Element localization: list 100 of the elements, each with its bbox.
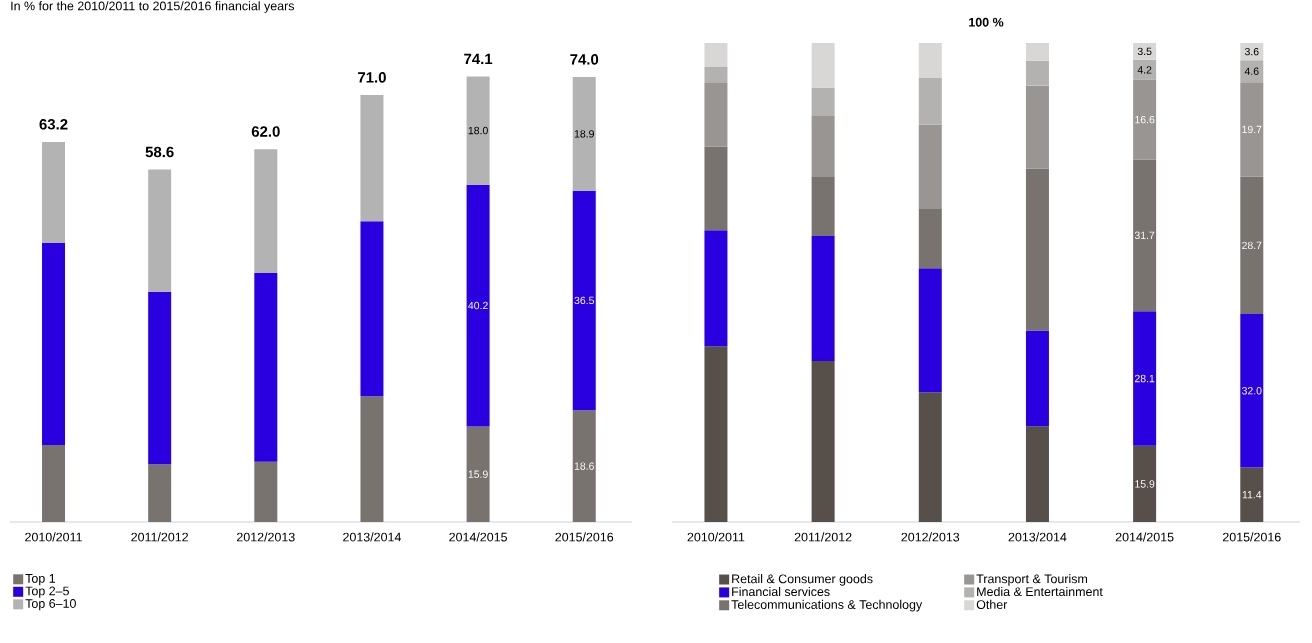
bar (254, 273, 278, 462)
bar (704, 82, 728, 147)
data-label: 15.9 (1135, 480, 1155, 488)
data-label: 32.0 (1242, 387, 1262, 395)
bar (254, 461, 278, 522)
bar (811, 176, 835, 237)
bar (360, 396, 384, 522)
bar (1133, 311, 1157, 446)
data-label: 18.9 (574, 130, 594, 138)
bar (1025, 43, 1049, 61)
data-label: 16.6 (1135, 115, 1155, 124)
legend-label: Top 6–10 (25, 599, 76, 611)
bar (1240, 467, 1264, 522)
data-label: 4.6 (1244, 67, 1259, 75)
bar (918, 268, 942, 393)
bar (704, 230, 728, 347)
data-label: 36.5 (574, 296, 594, 305)
bar (918, 77, 942, 125)
data-label: 18.0 (468, 126, 488, 135)
bar (1133, 159, 1157, 312)
legend-label: Media & Entertainment (977, 586, 1103, 597)
bar (1240, 43, 1264, 61)
data-label: 18.6 (574, 462, 594, 470)
legend-label: Top 1 (25, 574, 56, 586)
bar (466, 184, 490, 427)
bar (1240, 314, 1264, 468)
x-tick-label: 2012/2013 (901, 532, 960, 542)
bar (811, 43, 835, 88)
x-tick-label: 2015/2016 (555, 532, 614, 542)
legend-label: Financial services (732, 586, 830, 597)
data-label: 28.1 (1134, 374, 1155, 383)
x-tick-label: 2011/2012 (131, 532, 188, 542)
bar (42, 242, 66, 446)
total-label: 74.0 (570, 54, 599, 65)
legend-label: Retail & Consumer goods (732, 574, 873, 586)
data-label: 28.7 (1242, 241, 1262, 250)
x-tick-label: 2015/2016 (1222, 532, 1281, 542)
bar (148, 291, 172, 465)
bar (918, 43, 942, 78)
data-label: 31.7 (1134, 231, 1155, 240)
bar (1133, 445, 1157, 522)
bar (360, 95, 384, 222)
chart-title: 100 % (969, 17, 1004, 27)
bar (466, 426, 490, 522)
bar (1025, 330, 1049, 427)
data-label: 3.6 (1244, 47, 1259, 56)
bar (811, 236, 835, 362)
bar (1133, 43, 1157, 60)
bar (148, 464, 172, 522)
bar (1240, 82, 1264, 177)
bar (360, 221, 384, 397)
x-tick-label: 2013/2014 (343, 532, 402, 542)
bar (1025, 168, 1049, 331)
bar (811, 361, 835, 522)
bar (918, 392, 942, 522)
bar (811, 115, 835, 177)
bar (148, 169, 172, 292)
bar (1133, 59, 1157, 80)
legend-label: Other (976, 599, 1008, 609)
bar (1025, 60, 1049, 86)
x-tick-label: 2010/2011 (687, 532, 745, 542)
bar (1240, 176, 1264, 315)
x-tick-label: 2011/2012 (794, 532, 852, 542)
legend-label: Top 2–5 (25, 586, 69, 598)
total-label: 71.0 (358, 72, 386, 83)
data-label: 4.2 (1137, 66, 1152, 74)
bar (42, 141, 66, 243)
bar (572, 190, 596, 411)
data-label: 11.4 (1242, 491, 1262, 499)
legend-label: Telecommunications & Technology (731, 599, 923, 612)
bar (572, 410, 596, 522)
total-label: 62.0 (251, 126, 280, 137)
bar (704, 43, 728, 67)
bar (466, 76, 490, 185)
legend-label: Transport & Tourism (976, 574, 1088, 586)
data-label: 3.5 (1137, 47, 1152, 56)
bar (811, 87, 835, 116)
data-label: 40.2 (468, 301, 488, 310)
bar (704, 146, 728, 231)
x-tick-label: 2012/2013 (237, 532, 295, 542)
data-label: 15.9 (468, 470, 488, 478)
bar (572, 77, 596, 191)
total-label: 74.1 (464, 53, 493, 65)
data-label: 19.7 (1242, 125, 1262, 134)
bar (1240, 60, 1264, 83)
bar (918, 124, 942, 209)
bar (42, 445, 66, 522)
bar (1025, 426, 1049, 522)
total-label: 58.6 (145, 146, 174, 158)
total-label: 63.2 (39, 119, 68, 130)
x-tick-label: 2014/2015 (449, 532, 507, 542)
bar (1025, 85, 1049, 169)
x-tick-label: 2014/2015 (1115, 532, 1174, 542)
bar (1133, 79, 1157, 160)
bar (918, 208, 942, 269)
bar (254, 149, 278, 274)
bar (704, 66, 728, 83)
x-tick-label: 2010/2011 (25, 532, 82, 542)
bar (704, 346, 728, 522)
x-tick-label: 2013/2014 (1008, 532, 1067, 542)
